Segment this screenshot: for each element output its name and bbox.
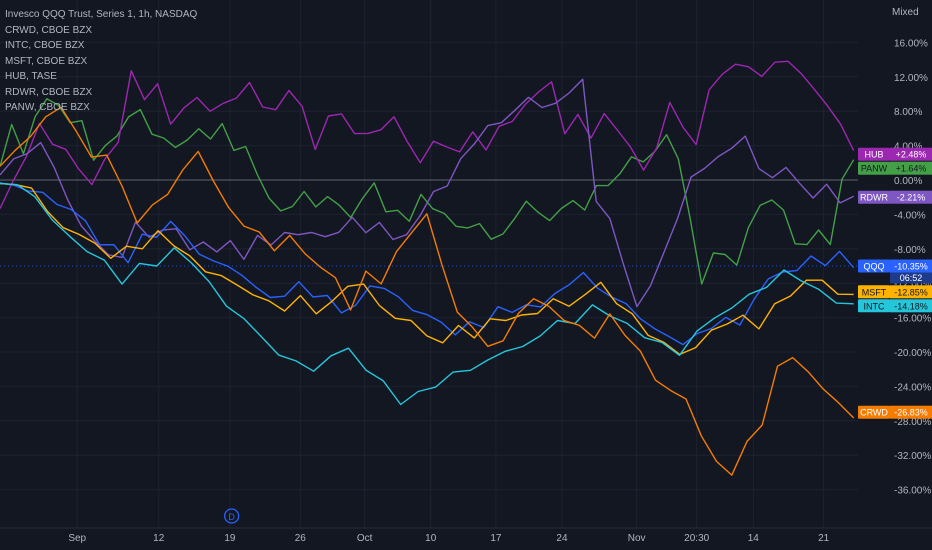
dividend-marker-label: D bbox=[228, 512, 235, 522]
tag-name-label: CRWD bbox=[860, 408, 888, 418]
tag-name-label: MSFT bbox=[862, 287, 887, 297]
series-lines bbox=[0, 60, 855, 476]
tag-value-box bbox=[890, 161, 932, 175]
x-tick-label: 20:30 bbox=[684, 533, 709, 544]
price-tag-intc: INTC -14.18% bbox=[858, 299, 932, 313]
tag-value-box bbox=[890, 285, 932, 299]
series-line-hub[interactable] bbox=[0, 60, 855, 209]
price-tag-hub: HUB +2.48% bbox=[858, 147, 932, 161]
tag-value-label: -12.85% bbox=[894, 287, 928, 297]
grid bbox=[0, 0, 858, 528]
series-line-crwd[interactable] bbox=[0, 106, 855, 476]
tag-value-box bbox=[890, 405, 932, 419]
tag-name-box bbox=[858, 299, 890, 313]
tag-name-label: HUB bbox=[864, 150, 883, 160]
price-tag-crwd: CRWD -26.83% bbox=[858, 405, 932, 419]
x-tick-label: 21 bbox=[818, 533, 830, 544]
legend-item-qqq[interactable]: Invesco QQQ Trust, Series 1, 1h, NASDAQ bbox=[5, 9, 198, 20]
x-axis: Sep 12 19 26 Oct 10 17 24 Nov 20:30 14 21 D bbox=[0, 508, 932, 544]
legend-item-hub[interactable]: HUB, TASE bbox=[5, 71, 57, 82]
x-tick-label: 10 bbox=[425, 533, 437, 544]
tag-name-box bbox=[858, 259, 890, 273]
tag-value-label: +1.64% bbox=[896, 164, 927, 174]
countdown-label: 06:52 bbox=[900, 273, 923, 283]
y-tick-label: -16.00% bbox=[894, 314, 931, 325]
x-tick-label: Oct bbox=[357, 533, 373, 544]
tag-value-label: -26.83% bbox=[894, 408, 928, 418]
x-tick-label: Nov bbox=[628, 533, 646, 544]
y-tick-label: -8.00% bbox=[894, 245, 926, 256]
y-tick-label: -28.00% bbox=[894, 417, 931, 428]
tag-name-box bbox=[858, 190, 890, 204]
scale-mode-label[interactable]: Mixed bbox=[892, 7, 919, 18]
legend-item-rdwr[interactable]: RDWR, CBOE BZX bbox=[5, 86, 93, 98]
zero-line bbox=[0, 179, 858, 267]
tag-name-label: RDWR bbox=[860, 193, 888, 203]
tag-value-label: +2.48% bbox=[896, 150, 927, 160]
tag-name-box bbox=[858, 405, 890, 419]
price-tag-qqq: QQQ -10.35%06:52 bbox=[858, 259, 932, 284]
x-tick-label: 24 bbox=[556, 533, 568, 544]
y-tick-label: -36.00% bbox=[894, 486, 931, 497]
y-tick-label: -12.00% bbox=[894, 279, 931, 290]
x-tick-label: 14 bbox=[748, 533, 760, 544]
tag-name-box bbox=[858, 285, 890, 299]
series-line-msft[interactable] bbox=[0, 182, 854, 356]
y-tick-label: 0.00% bbox=[894, 176, 922, 187]
x-tick-label: 26 bbox=[295, 533, 307, 544]
tag-value-box bbox=[890, 259, 932, 273]
tag-value-label: -2.21% bbox=[897, 193, 926, 203]
y-tick-label: -24.00% bbox=[894, 382, 931, 393]
tag-value-box bbox=[890, 299, 932, 313]
legend-item-intc[interactable]: INTC, CBOE BZX bbox=[5, 40, 85, 51]
x-tick-label: Sep bbox=[68, 533, 86, 544]
countdown-box bbox=[890, 272, 932, 284]
x-tick-label: 19 bbox=[224, 533, 236, 544]
y-tick-label: 8.00% bbox=[894, 107, 922, 118]
tag-name-box bbox=[858, 147, 890, 161]
tag-name-label: INTC bbox=[864, 301, 885, 311]
y-tick-label: 4.00% bbox=[894, 142, 922, 153]
y-tick-label: -4.00% bbox=[894, 210, 926, 221]
tag-name-box bbox=[858, 161, 890, 175]
tag-value-label: -10.35% bbox=[894, 262, 928, 272]
y-tick-label: -32.00% bbox=[894, 451, 931, 462]
series-line-rdwr[interactable] bbox=[0, 78, 855, 308]
legend-item-msft[interactable]: MSFT, CBOE BZX bbox=[5, 55, 88, 67]
x-tick-label: 12 bbox=[153, 533, 165, 544]
series-line-intc[interactable] bbox=[0, 182, 854, 406]
tag-value-box bbox=[890, 147, 932, 161]
x-tick-label: 17 bbox=[490, 533, 502, 544]
y-tick-label: -20.00% bbox=[894, 348, 931, 359]
legend-item-panw[interactable]: PANW, CBOE BZX bbox=[5, 102, 90, 113]
legend: Invesco QQQ Trust, Series 1, 1h, NASDAQ … bbox=[5, 7, 197, 116]
price-tag-rdwr: RDWR -2.21% bbox=[858, 190, 932, 204]
dividend-marker-icon[interactable] bbox=[224, 508, 240, 524]
price-tag-msft: MSFT -12.85% bbox=[858, 285, 932, 299]
last-value-tags: HUB +2.48%PANW +1.64%RDWR -2.21%QQQ -10.35%0… bbox=[858, 147, 932, 419]
series-line-qqq[interactable] bbox=[0, 182, 855, 346]
series-line-panw[interactable] bbox=[0, 97, 855, 285]
legend-item-crwd[interactable]: CRWD, CBOE BZX bbox=[5, 24, 93, 36]
tag-value-label: -14.18% bbox=[894, 301, 928, 311]
price-tag-panw: PANW +1.64% bbox=[858, 161, 932, 175]
tag-value-box bbox=[890, 190, 932, 204]
y-tick-label: 12.00% bbox=[894, 73, 928, 84]
tag-name-label: PANW bbox=[861, 164, 888, 174]
y-axis: 16.00% 12.00% 8.00% 4.00% 0.00% -4.00% -8.00% -… bbox=[894, 38, 931, 496]
y-tick-label: 16.00% bbox=[894, 38, 928, 49]
tag-name-label: QQQ bbox=[863, 262, 884, 272]
